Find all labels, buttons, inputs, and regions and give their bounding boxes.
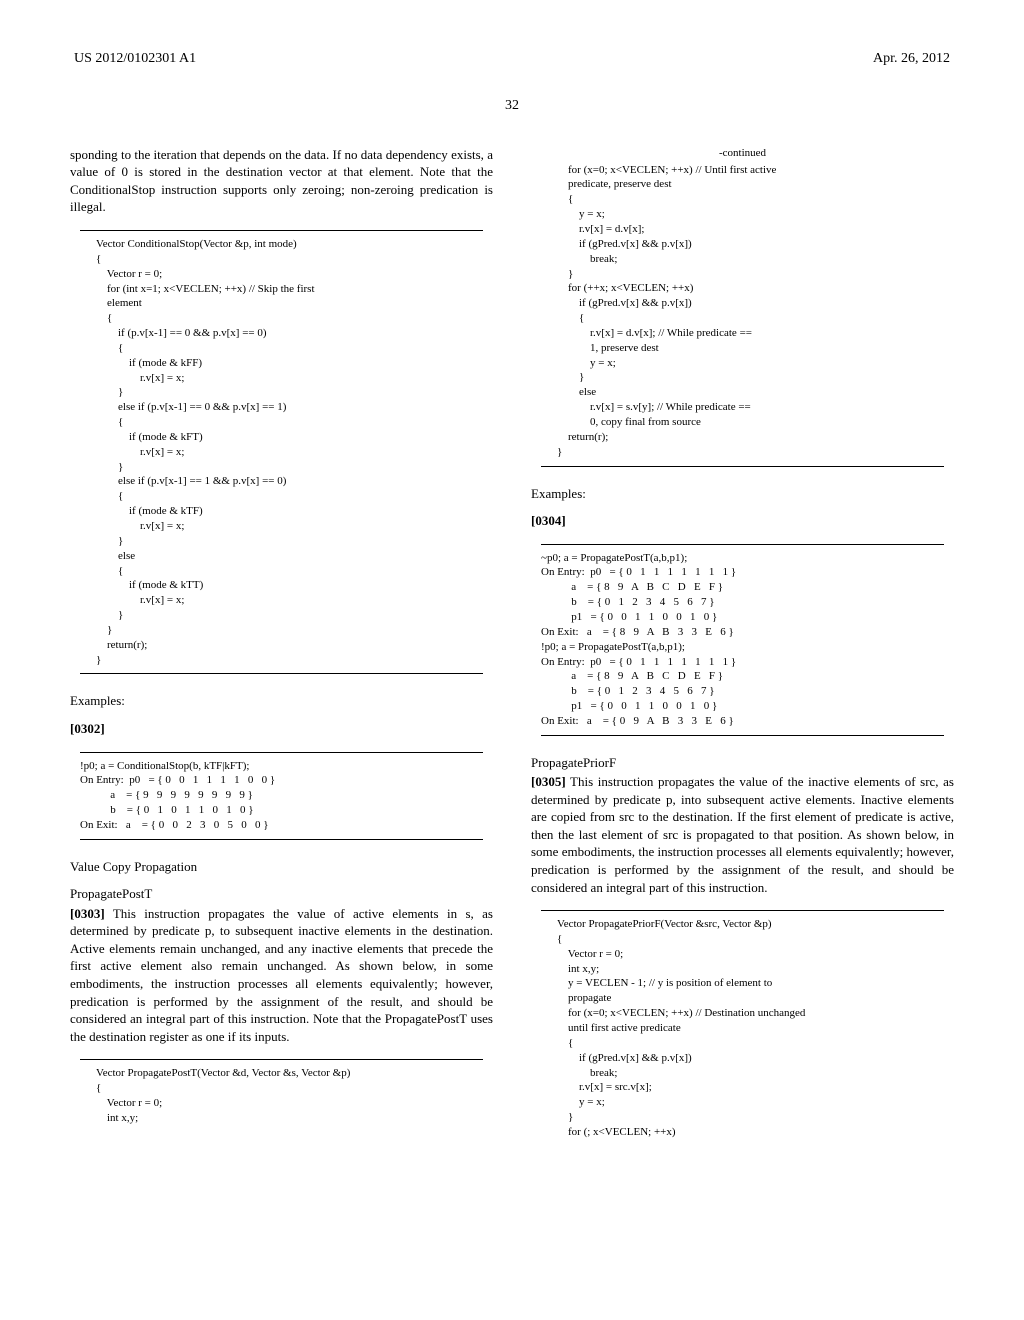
- left-column: sponding to the iteration that depends o…: [70, 146, 493, 1140]
- examples-label-1: Examples:: [70, 692, 493, 710]
- para-num-0303: [0303]: [70, 906, 105, 921]
- table-conditional-stop: !p0; a = ConditionalStop(b, kTF|kFT); On…: [80, 752, 483, 840]
- para-num-0304: [0304]: [531, 513, 566, 528]
- code-propagate-post-t-start: Vector PropagatePostT(Vector &d, Vector …: [80, 1059, 483, 1125]
- para-0302: [0302]: [70, 720, 493, 738]
- ppt-text: This instruction propagates the value of…: [70, 906, 493, 1044]
- code-propagate-post-t-cont: for (x=0; x<VECLEN; ++x) // Until first …: [541, 163, 944, 467]
- para-num-0302: [0302]: [70, 721, 105, 736]
- propagate-post-t-label: PropagatePostT: [70, 885, 493, 903]
- page-number: 32: [70, 97, 954, 116]
- code-propagate-prior-f: Vector PropagatePriorF(Vector &src, Vect…: [541, 910, 944, 1140]
- table-propagate-post-t: ~p0; a = PropagatePostT(a,b,p1); On Entr…: [541, 544, 944, 736]
- para-num-0305: [0305]: [531, 774, 566, 789]
- value-copy-propagation-label: Value Copy Propagation: [70, 858, 493, 876]
- propagate-prior-f-label: PropagatePriorF: [531, 754, 954, 772]
- intro-paragraph: sponding to the iteration that depends o…: [70, 146, 493, 216]
- right-column: -continued for (x=0; x<VECLEN; ++x) // U…: [531, 146, 954, 1140]
- continued-label: -continued: [531, 146, 954, 161]
- propagate-prior-f-para: [0305] This instruction propagates the v…: [531, 773, 954, 896]
- ppf-text: This instruction propagates the value of…: [531, 774, 954, 894]
- publication-date: Apr. 26, 2012: [873, 50, 950, 69]
- page-header: US 2012/0102301 A1 Apr. 26, 2012: [70, 50, 954, 69]
- para-0304: [0304]: [531, 512, 954, 530]
- publication-number: US 2012/0102301 A1: [74, 50, 196, 69]
- propagate-post-t-para: [0303] This instruction propagates the v…: [70, 905, 493, 1045]
- examples-label-2: Examples:: [531, 485, 954, 503]
- code-conditional-stop: Vector ConditionalStop(Vector &p, int mo…: [80, 230, 483, 674]
- content-columns: sponding to the iteration that depends o…: [70, 146, 954, 1140]
